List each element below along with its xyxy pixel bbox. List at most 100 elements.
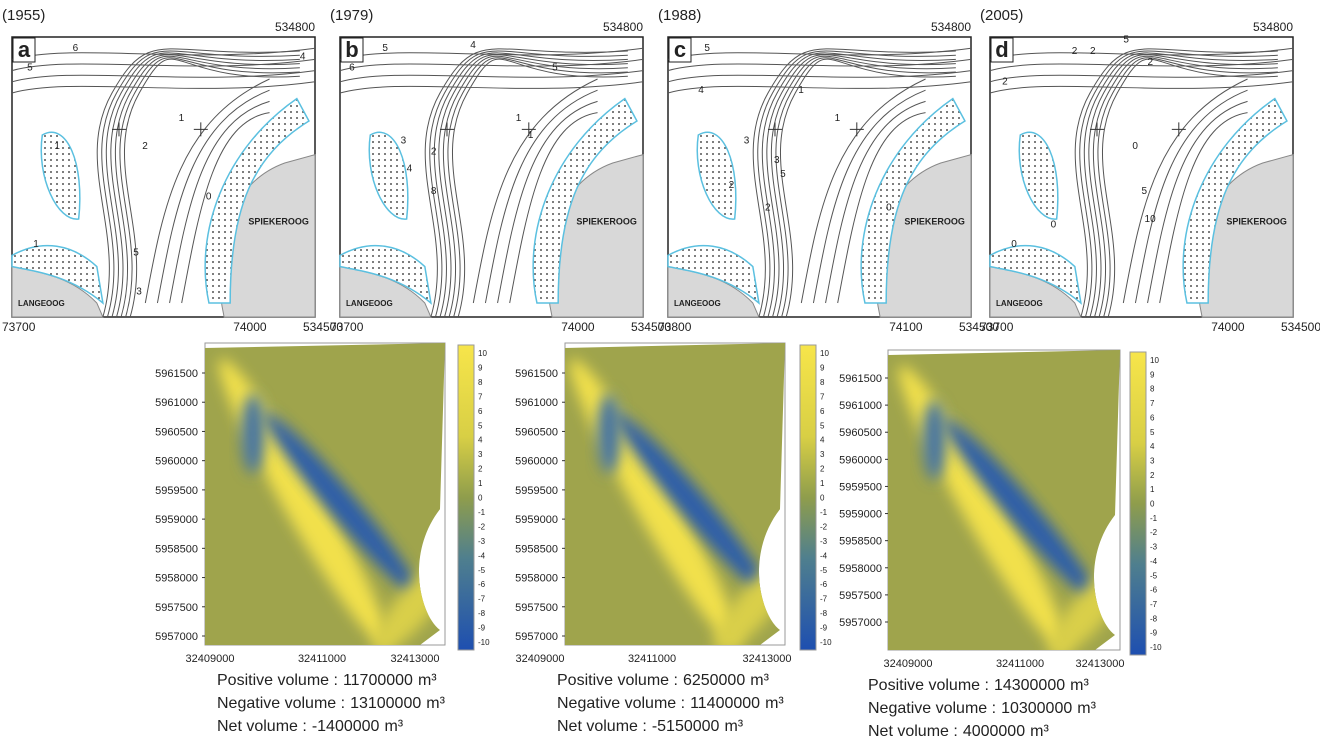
y-tick-label: 5960500: [515, 426, 558, 438]
contour-line: [989, 70, 1294, 83]
coordinate-label: 534500: [631, 320, 671, 334]
volume-text: Net volume : 4000000 m³: [868, 723, 1049, 739]
island-label: SPIEKEROOG: [1226, 217, 1287, 227]
island-label: LANGEOOG: [996, 299, 1043, 308]
volume-value: -5150000: [652, 718, 720, 735]
difference-surface: [205, 343, 445, 645]
coordinate-label: 534800: [1253, 20, 1293, 34]
contour-label: 5: [780, 169, 786, 180]
contour-label: 5: [1123, 35, 1129, 46]
volume-value: 11700000: [343, 672, 413, 689]
year-label: (1979): [330, 7, 373, 24]
volume-value: 14300000: [994, 677, 1065, 694]
x-tick-label: 32411000: [996, 658, 1044, 670]
colorbar-tick-label: -5: [820, 566, 828, 575]
contour-line: [989, 47, 1294, 60]
volume-unit: m³: [1077, 700, 1096, 717]
colorbar-tick-label: 0: [478, 494, 483, 503]
colorbar-tick-label: 3: [820, 450, 825, 459]
contour-label: 3: [774, 155, 780, 166]
colorbar-tick-label: 6: [478, 407, 483, 416]
shoreline: [11, 244, 104, 305]
contour-label: 2: [1002, 77, 1008, 88]
volume-label: Net volume :: [868, 723, 958, 739]
contour-line: [156, 89, 270, 304]
colorbar-tick-label: -10: [478, 638, 490, 647]
y-tick-label: 5960000: [155, 456, 198, 468]
colorbar-tick-label: -2: [820, 522, 828, 531]
colorbar-tick-label: -10: [1150, 643, 1162, 652]
contour-line: [110, 54, 300, 318]
colorbar-tick-label: 2: [1150, 471, 1155, 480]
y-tick-label: 5957000: [155, 631, 198, 643]
y-tick-label: 5959500: [155, 485, 198, 497]
map-panel: d SPIEKEROOG LANGEOOG 5 2 2 2 2 0 0 5 10 0: [989, 35, 1294, 318]
contour-label: 2: [1072, 46, 1078, 57]
x-tick-label: 32409000: [516, 653, 565, 665]
volume-value: 11400000: [690, 695, 760, 712]
volume-label: Net volume :: [217, 718, 307, 735]
colorbar-tick-label: 2: [478, 465, 483, 474]
colorbar-tick-label: 1: [820, 479, 825, 488]
contour-line: [339, 58, 644, 72]
colorbar-tick-label: 7: [478, 392, 483, 401]
x-tick-label: 32409000: [884, 658, 933, 670]
volume-value: -1400000: [312, 718, 380, 735]
island-label: LANGEOOG: [674, 299, 721, 308]
colorbar: [457, 344, 475, 651]
volume-text: Negative volume : 10300000 m³: [868, 700, 1097, 717]
colorbar-tick-label: 9: [820, 363, 825, 372]
y-tick-label: 5958000: [155, 573, 198, 585]
contour-label: 4: [470, 40, 476, 51]
coordinate-label: 73700: [330, 320, 364, 334]
contour-line: [123, 58, 300, 318]
y-tick-label: 5958500: [155, 543, 198, 555]
colorbar-tick-label: -5: [478, 566, 486, 575]
shoreline: [696, 131, 737, 220]
island-label: SPIEKEROOG: [576, 217, 637, 227]
volume-unit: m³: [384, 718, 403, 735]
y-tick-label: 5960000: [839, 454, 882, 466]
sand-flat: [697, 132, 736, 220]
y-tick-label: 5959500: [839, 481, 882, 493]
contour-line: [114, 55, 300, 318]
colorbar-tick-label: -3: [1150, 543, 1158, 552]
colorbar-tick-label: 6: [1150, 413, 1155, 422]
contour-line: [484, 89, 598, 304]
contour-line: [812, 89, 926, 304]
colorbar-tick-label: -8: [478, 609, 486, 618]
volume-unit: m³: [765, 695, 784, 712]
colorbar-tick-label: 10: [820, 349, 829, 358]
contour-line: [438, 54, 628, 318]
contour-line: [779, 58, 956, 318]
y-tick-label: 5961500: [515, 368, 558, 380]
coordinate-label: 534500: [1281, 320, 1320, 334]
y-tick-label: 5959000: [839, 509, 882, 521]
erosion: [597, 393, 621, 474]
colorbar-tick-label: -2: [1150, 528, 1158, 537]
island-label: LANGEOOG: [18, 299, 65, 308]
contour-line: [339, 47, 644, 60]
sand-flat: [1019, 132, 1058, 220]
shoreline: [40, 131, 81, 220]
coordinate-label: 534500: [959, 320, 999, 334]
contour-line: [429, 50, 628, 318]
contour-label: 2: [1148, 57, 1154, 68]
year-label: (1955): [2, 7, 45, 24]
y-tick-label: 5957000: [515, 631, 558, 643]
contour-label: 4: [698, 85, 704, 96]
volume-unit: m³: [1070, 677, 1089, 694]
contour-line: [667, 81, 972, 94]
contour-label: 1: [33, 239, 39, 250]
colorbar-tick-label: 2: [820, 465, 825, 474]
panel-letter-box: [668, 37, 692, 63]
contour-line: [667, 70, 972, 83]
sand-flat: [41, 132, 80, 220]
colorbar-tick-label: 7: [1150, 399, 1155, 408]
contour-label: 2: [1090, 46, 1096, 57]
contour-line: [11, 81, 316, 94]
contour-label: 5: [704, 43, 710, 54]
colorbar-tick-label: 0: [1150, 500, 1155, 509]
